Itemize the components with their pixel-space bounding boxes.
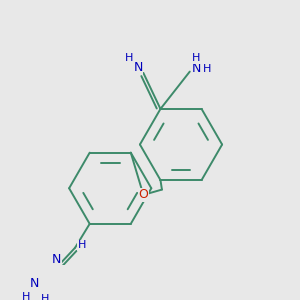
Text: H: H [203,64,211,74]
Text: H: H [77,240,86,250]
Text: O: O [138,188,148,201]
Text: H: H [124,53,133,63]
Text: N: N [134,61,143,74]
Text: H: H [192,53,201,63]
Text: N: N [192,62,201,75]
Text: N: N [29,277,39,290]
Text: N: N [52,253,61,266]
Text: H: H [40,294,49,300]
Text: H: H [22,292,30,300]
